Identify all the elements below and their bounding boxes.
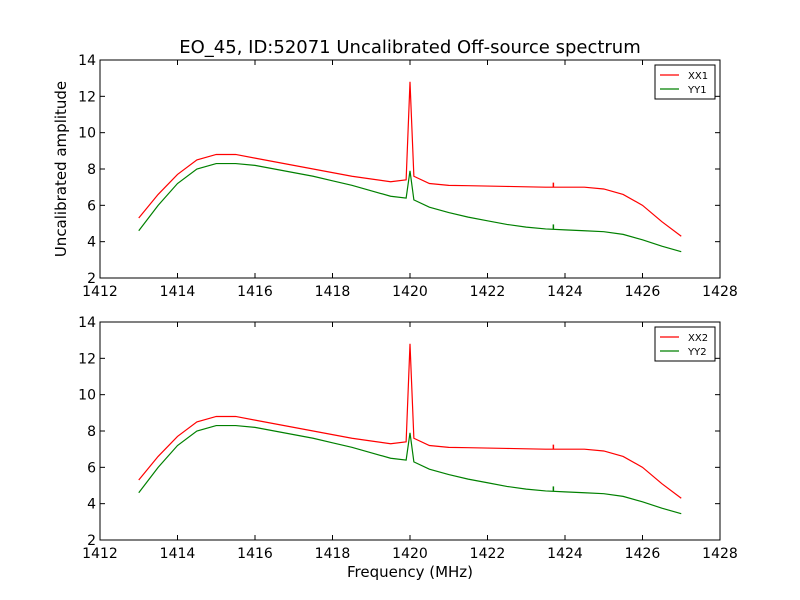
x-tick-label: 1424 xyxy=(547,546,583,562)
x-tick-label: 1414 xyxy=(160,284,196,300)
y-tick-label: 12 xyxy=(78,351,96,367)
y-tick-label: 12 xyxy=(78,89,96,105)
x-tick-label: 1420 xyxy=(392,546,428,562)
series-line-yy2 xyxy=(138,424,682,515)
x-tick-label: 1426 xyxy=(625,546,661,562)
y-tick-label: 6 xyxy=(87,198,96,214)
legend-label-xx1: XX1 xyxy=(688,71,708,82)
y-tick-label: 4 xyxy=(87,497,96,513)
y-tick-label: 2 xyxy=(87,533,96,549)
x-tick-label: 1422 xyxy=(470,284,506,300)
x-tick-label: 1416 xyxy=(237,546,273,562)
x-tick-label: 1416 xyxy=(237,284,273,300)
x-tick-label: 1418 xyxy=(315,284,351,300)
x-tick-label: 1424 xyxy=(547,284,583,300)
x-tick-label: 1414 xyxy=(160,546,196,562)
y-tick-label: 4 xyxy=(87,235,96,251)
x-tick-label: 1412 xyxy=(82,546,118,562)
x-tick-label: 1422 xyxy=(470,546,506,562)
y-tick-label: 6 xyxy=(87,460,96,476)
legend-label-yy2: YY2 xyxy=(687,347,707,358)
y-axis-label: Uncalibrated amplitude xyxy=(52,81,70,257)
series-line-xx1 xyxy=(138,81,682,237)
x-tick-label: 1428 xyxy=(702,546,738,562)
series-line-yy1 xyxy=(138,162,682,253)
y-tick-label: 8 xyxy=(87,162,96,178)
bottom-panel: 1412 1414 1416 1418 1420 1422 1424 1426 14282468… xyxy=(78,315,738,562)
x-tick-label: 1418 xyxy=(315,546,351,562)
legend-box xyxy=(654,64,716,100)
y-tick-label: 2 xyxy=(87,271,96,287)
chart-title: EO_45, ID:52071 Uncalibrated Off-source … xyxy=(179,37,641,58)
y-tick-label: 8 xyxy=(87,424,96,440)
x-tick-label: 1426 xyxy=(625,284,661,300)
top-panel: 1412 1414 1416 1418 1420 1422 1424 1426 14282468… xyxy=(78,53,738,300)
legend-box xyxy=(654,326,716,362)
x-tick-label: 1412 xyxy=(82,284,118,300)
x-tick-label: 1420 xyxy=(392,284,428,300)
series-line-xx2 xyxy=(138,343,682,499)
y-tick-label: 14 xyxy=(78,315,96,331)
legend-label-yy1: YY1 xyxy=(687,85,707,96)
legend-label-xx2: XX2 xyxy=(688,333,708,344)
x-tick-label: 1428 xyxy=(702,284,738,300)
x-axis-label: Frequency (MHz) xyxy=(347,563,473,581)
y-tick-label: 14 xyxy=(78,53,96,69)
y-tick-label: 10 xyxy=(78,126,96,142)
y-tick-label: 10 xyxy=(78,388,96,404)
